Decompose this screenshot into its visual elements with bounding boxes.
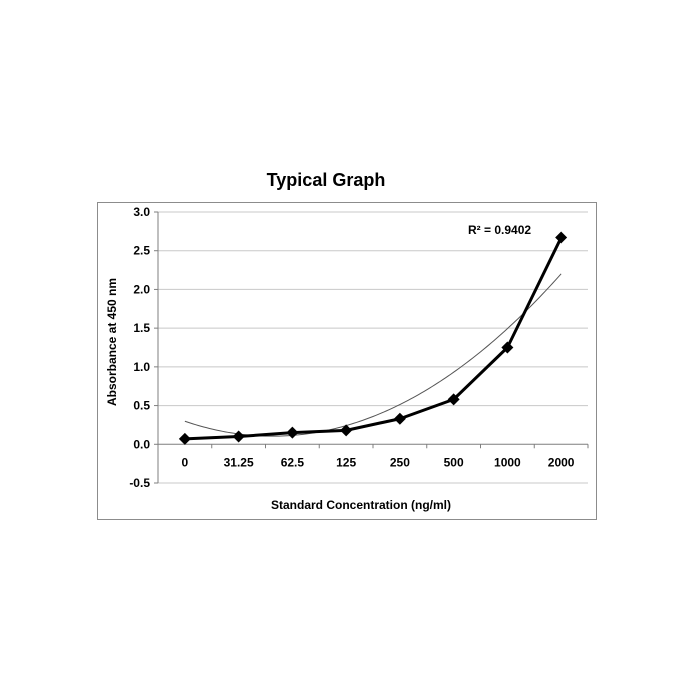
trendline-curve [184, 273, 562, 437]
x-tick-label: 2000 [548, 455, 575, 469]
data-point-marker [555, 231, 568, 244]
x-tick-label: 62.5 [281, 455, 305, 469]
y-tick-label: 1.0 [133, 360, 150, 374]
y-tick-label: 2.0 [133, 282, 150, 296]
chart-title: Typical Graph [266, 170, 386, 190]
data-point-marker [340, 424, 353, 437]
data-point-marker [501, 341, 514, 354]
y-axis-label: Absorbance at 450 nm [105, 278, 119, 406]
y-tick-label: 2.5 [133, 244, 150, 258]
x-tick-label: 250 [390, 455, 410, 469]
x-tick-label: 500 [444, 455, 464, 469]
x-tick-label: 31.25 [224, 455, 254, 469]
data-point-marker [232, 430, 245, 443]
y-tick-label: 0.5 [133, 399, 150, 413]
data-point-marker [178, 432, 191, 445]
x-tick-label: 0 [182, 455, 189, 469]
x-tick-labels: 0 31.25 62.5 125 250 500 1000 2000 [182, 455, 575, 469]
axis-layer [154, 211, 589, 484]
r-squared-annotation: R² = 0.9402 [468, 223, 531, 237]
y-tick-label: 0.0 [133, 437, 150, 451]
series-line [184, 236, 563, 441]
grid-layer [158, 211, 588, 484]
x-tick-label: 125 [336, 455, 356, 469]
chart-frame [97, 202, 597, 520]
y-tick-label: -0.5 [129, 476, 150, 490]
y-tick-label: 3.0 [133, 205, 150, 219]
y-tick-labels: -0.5 0.0 0.5 1.0 1.5 2.0 2.5 3.0 [129, 205, 150, 490]
data-markers [178, 231, 568, 445]
x-tick-label: 1000 [494, 455, 521, 469]
data-point-marker [286, 426, 299, 439]
data-point-marker [393, 412, 406, 425]
y-tick-label: 1.5 [133, 321, 150, 335]
data-point-marker [447, 393, 460, 406]
x-axis-label: Standard Concentration (ng/ml) [271, 498, 451, 512]
